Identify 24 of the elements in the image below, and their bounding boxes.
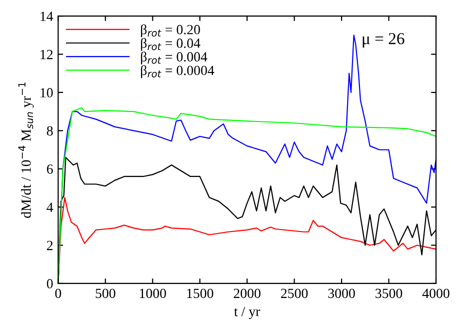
x-tick-label: 0 [55, 288, 62, 298]
x-tick-label: 1000 [140, 288, 166, 298]
x-tick-label: 2000 [234, 288, 260, 298]
legend-label: β$_{rot}$ = 0.0004 [141, 65, 214, 78]
annotation: μ = 26 [362, 33, 404, 48]
legend-label: β$_{rot}$ = 0.04 [141, 38, 200, 51]
x-tick-label: 3500 [376, 288, 402, 298]
x-tick-label: 1500 [187, 288, 214, 298]
y-tick-label: 2 [46, 240, 53, 250]
y-tick-label: 12 [40, 50, 53, 60]
y-tick-label: 14 [40, 12, 54, 21]
y-tick-label: 8 [46, 126, 53, 136]
x-tick-label: 3000 [328, 288, 355, 298]
y-tick-label: 0 [46, 279, 53, 288]
y-tick-label: 10 [40, 88, 53, 98]
x-tick-label: 500 [96, 288, 116, 298]
y-tick-label: 6 [46, 164, 53, 174]
x-tick-label: 4000 [422, 288, 450, 298]
x-axis-title: t / yr [234, 306, 260, 320]
y-axis-title: dM/dt / 10$^{−4}$ M$_{sun}$ yr$^{−1}$ [18, 82, 34, 218]
legend-label: β$_{rot}$ = 0.004 [141, 52, 208, 64]
x-tick-label: 2500 [281, 288, 308, 298]
y-tick-label: 4 [46, 202, 54, 212]
legend-label: β$_{rot}$ = 0.20 [141, 24, 200, 38]
